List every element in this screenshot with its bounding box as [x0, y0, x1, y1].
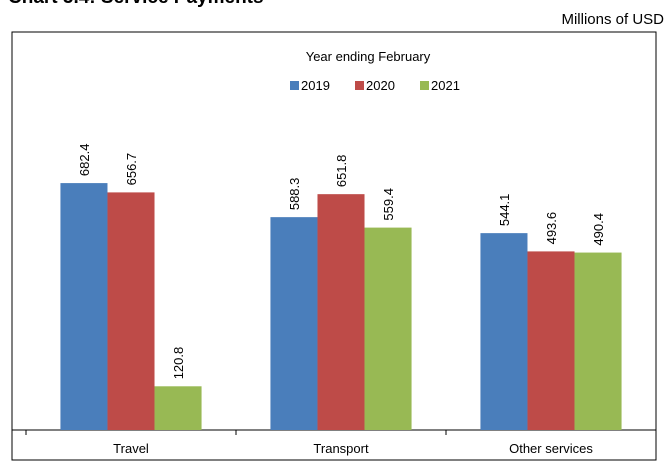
bar: [154, 386, 202, 430]
bar: [480, 233, 528, 430]
legend-label: 2019: [301, 78, 330, 93]
value-label: 544.1: [497, 194, 512, 227]
legend-swatch: [290, 81, 299, 90]
legend-swatch: [420, 81, 429, 90]
bar: [527, 251, 575, 430]
chart-title: Chart 5.4: Service Payments: [8, 0, 264, 8]
bar: [270, 217, 318, 430]
bar: [107, 192, 155, 430]
value-label: 651.8: [334, 155, 349, 188]
chart-subtitle: Millions of USD: [561, 11, 664, 28]
bar: [574, 252, 622, 430]
bar: [60, 183, 108, 430]
bar: [364, 227, 412, 430]
x-tick-label: Other services: [509, 441, 593, 456]
value-label: 490.4: [591, 213, 606, 246]
value-label: 559.4: [381, 188, 396, 221]
plot-frame: [11, 31, 657, 461]
x-tick-label: Transport: [313, 441, 369, 456]
value-label: 493.6: [544, 212, 559, 245]
value-label: 656.7: [124, 153, 139, 186]
bar: [317, 194, 365, 430]
legend-label: 2020: [366, 78, 395, 93]
legend-title: Year ending February: [306, 49, 431, 64]
value-label: 588.3: [287, 178, 302, 211]
value-label: 682.4: [77, 144, 92, 177]
legend-label: 2021: [431, 78, 460, 93]
legend-swatch: [355, 81, 364, 90]
value-label: 120.8: [171, 347, 186, 380]
x-tick-label: Travel: [113, 441, 149, 456]
